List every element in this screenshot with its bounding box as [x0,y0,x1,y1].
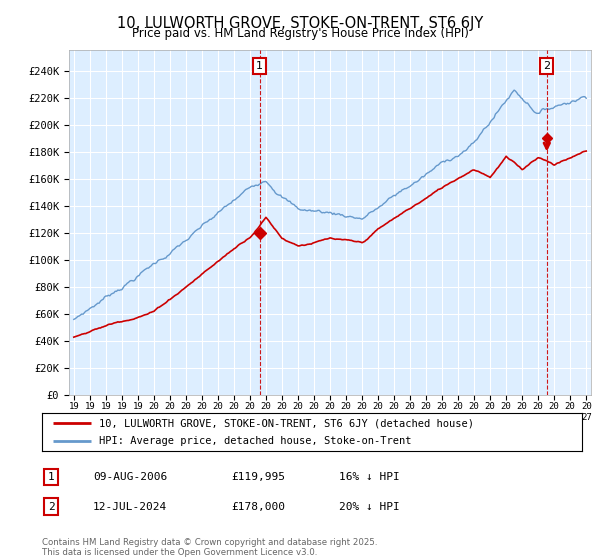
Text: £178,000: £178,000 [231,502,285,512]
Text: 1: 1 [256,60,263,71]
Bar [547,50,591,395]
Text: 10, LULWORTH GROVE, STOKE-ON-TRENT, ST6 6JY (detached house): 10, LULWORTH GROVE, STOKE-ON-TRENT, ST6 … [98,418,474,428]
Text: 10, LULWORTH GROVE, STOKE-ON-TRENT, ST6 6JY: 10, LULWORTH GROVE, STOKE-ON-TRENT, ST6 … [117,16,483,31]
Text: 1: 1 [47,472,55,482]
Text: Contains HM Land Registry data © Crown copyright and database right 2025.
This d: Contains HM Land Registry data © Crown c… [42,538,377,557]
Text: HPI: Average price, detached house, Stoke-on-Trent: HPI: Average price, detached house, Stok… [98,436,411,446]
Text: 2: 2 [47,502,55,512]
Text: Price paid vs. HM Land Registry's House Price Index (HPI): Price paid vs. HM Land Registry's House … [131,27,469,40]
Text: £119,995: £119,995 [231,472,285,482]
Text: 2: 2 [543,60,550,71]
Text: 12-JUL-2024: 12-JUL-2024 [93,502,167,512]
Text: 09-AUG-2006: 09-AUG-2006 [93,472,167,482]
Text: 16% ↓ HPI: 16% ↓ HPI [339,472,400,482]
Text: 20% ↓ HPI: 20% ↓ HPI [339,502,400,512]
